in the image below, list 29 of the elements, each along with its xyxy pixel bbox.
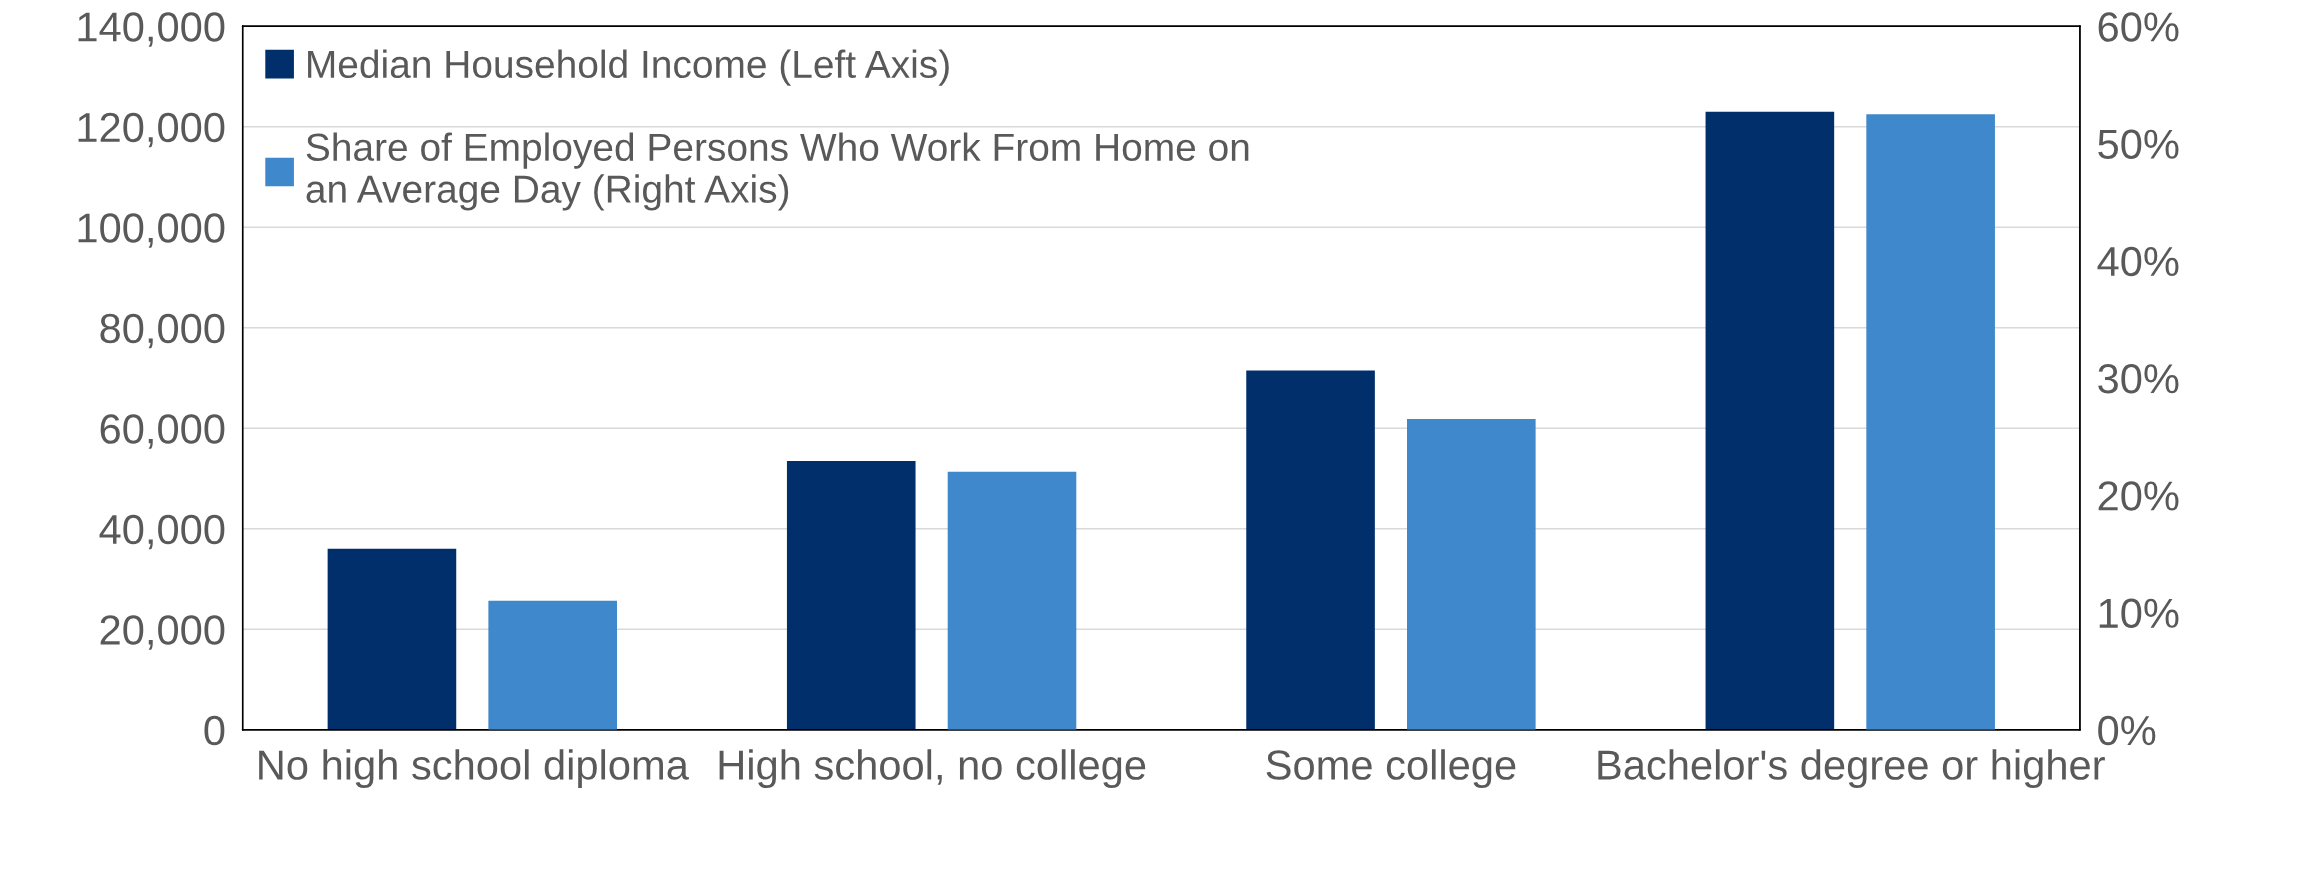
- bar: [488, 600, 617, 730]
- y2-tick-label: 60%: [2098, 12, 2179, 42]
- bar: [1705, 111, 1835, 730]
- bar: [1866, 114, 1995, 730]
- y2-tick-label: 0%: [2098, 715, 2156, 746]
- bar: [947, 471, 1077, 730]
- y-tick-label: 20,000: [100, 615, 225, 650]
- y-tick-label: 140,000: [78, 12, 225, 47]
- y2-tick-label: 20%: [2098, 481, 2179, 511]
- y-tick-label: 120,000: [78, 112, 225, 148]
- x-tick-label: No high school diploma: [259, 749, 689, 789]
- bar: [786, 460, 916, 730]
- x-tick-label: High school, no college: [719, 749, 1146, 789]
- y-tick-label: 100,000: [78, 213, 225, 248]
- y2-tick-label: 10%: [2099, 598, 2179, 629]
- y2-tick-label: 40%: [2097, 246, 2179, 277]
- legend-label: Median Household Income (Left Axis): [308, 49, 949, 86]
- bar: [327, 548, 457, 730]
- bar: [1246, 370, 1375, 730]
- x-tick-label: Bachelor's degree or higher: [1598, 749, 2105, 789]
- y-tick-label: 80,000: [100, 313, 225, 349]
- y-tick-label: 60,000: [100, 414, 225, 449]
- y-tick-label: 0: [204, 715, 225, 746]
- y2-tick-label: 50%: [2098, 129, 2179, 159]
- x-tick-label: Some college: [1266, 749, 1516, 789]
- legend-label: Share of Employed Persons Who Work From Home on an Average Day (Right Axis): [306, 132, 1249, 211]
- y2-tick-label: 30%: [2098, 364, 2179, 394]
- y-tick-label: 40,000: [99, 514, 225, 550]
- bar: [1407, 419, 1536, 730]
